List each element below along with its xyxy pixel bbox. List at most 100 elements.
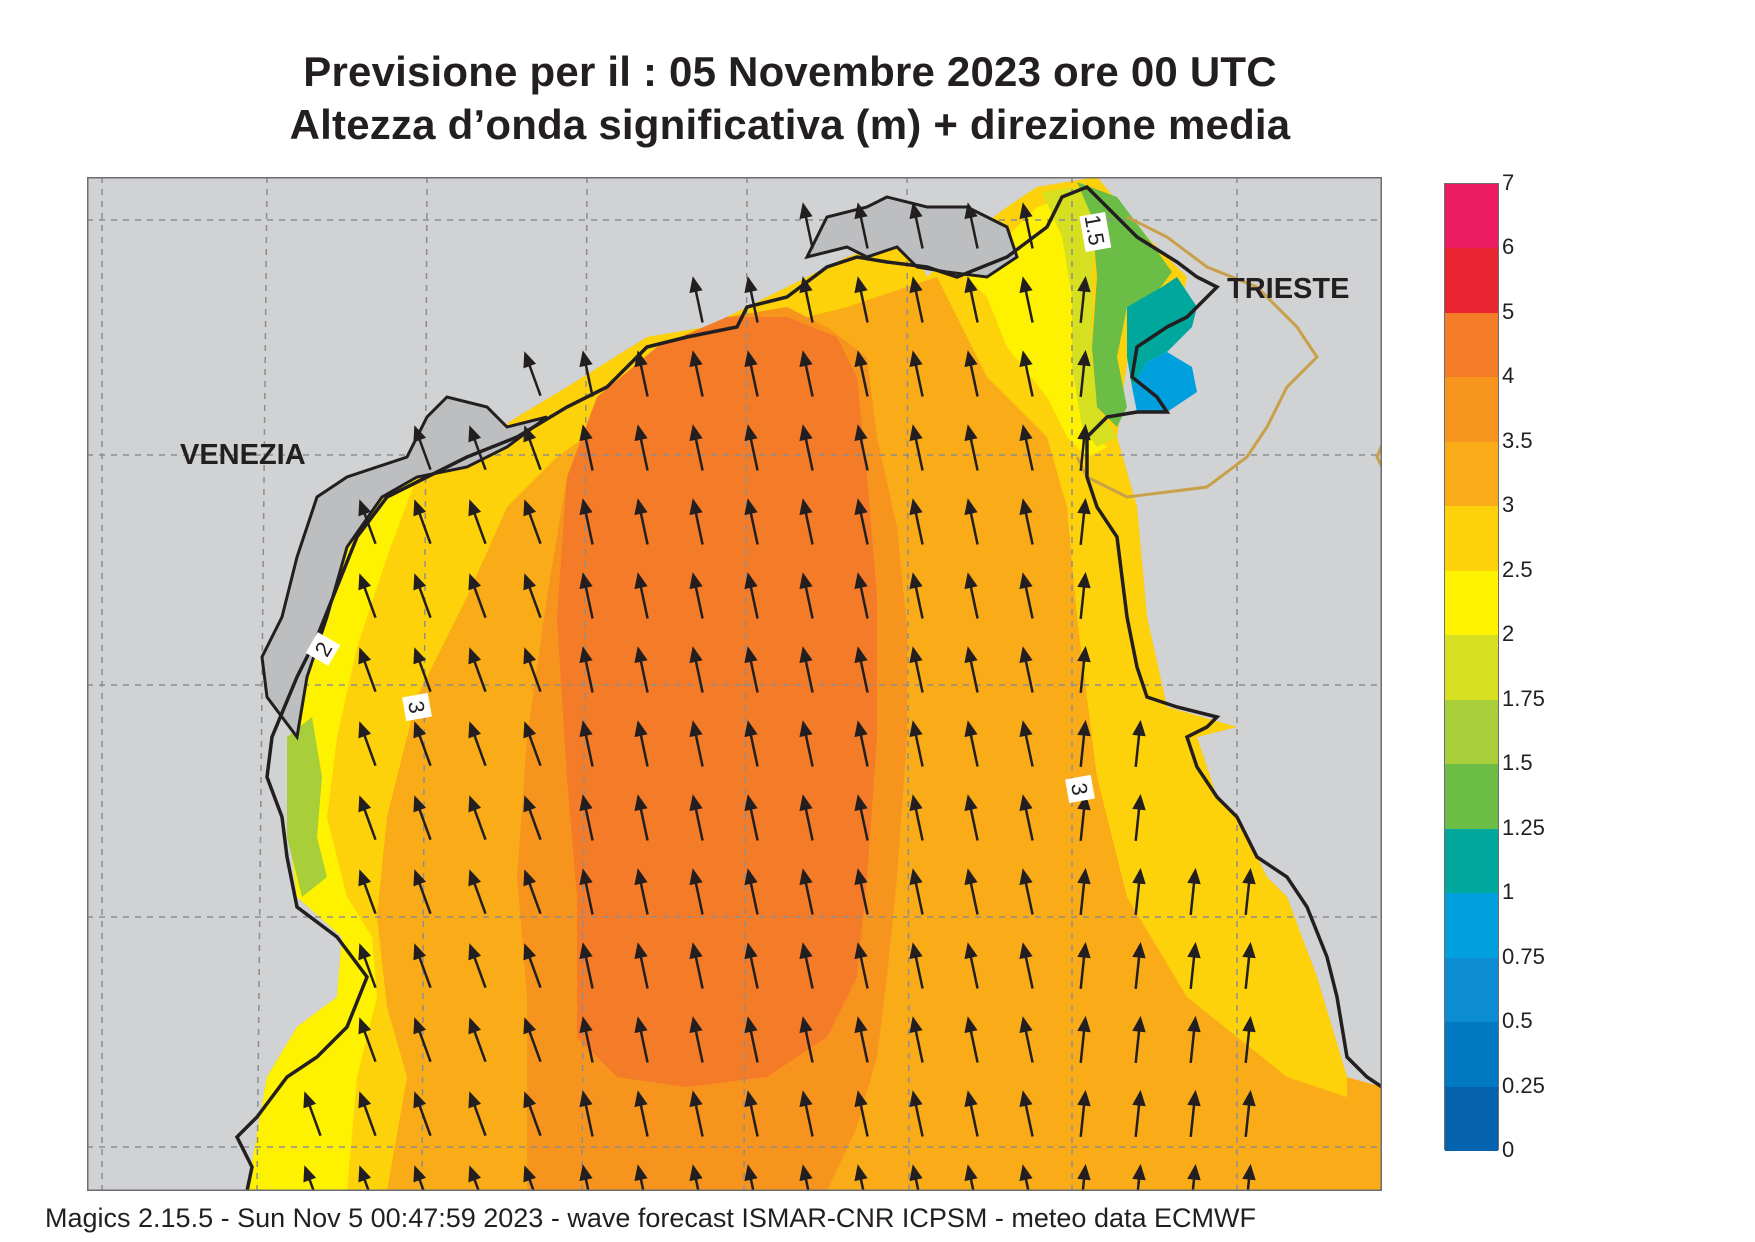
wave-arrow-head bbox=[523, 1017, 537, 1035]
wave-arrow bbox=[358, 573, 377, 619]
wave-arrow bbox=[799, 794, 814, 841]
wave-arrow bbox=[1187, 1089, 1201, 1138]
wave-arrow-shaft bbox=[527, 731, 542, 767]
wave-arrow bbox=[1019, 646, 1034, 693]
wave-arrow-head bbox=[468, 647, 482, 665]
wave-arrow bbox=[468, 425, 487, 471]
wave-arrow-shaft bbox=[1023, 731, 1034, 767]
wave-arrow bbox=[358, 795, 377, 841]
wave-arrow bbox=[744, 720, 759, 767]
wave-arrow-head bbox=[689, 424, 703, 442]
wave-arrow-head bbox=[854, 868, 868, 886]
wave-arrow-shaft bbox=[913, 879, 924, 915]
wave-arrow bbox=[1077, 571, 1091, 620]
wave-arrow-shaft bbox=[803, 213, 814, 249]
wave-arrow bbox=[523, 1091, 542, 1137]
wave-arrow-head bbox=[358, 1017, 372, 1035]
wave-arrow-shaft bbox=[417, 879, 432, 915]
wave-arrow-head bbox=[799, 794, 813, 812]
wave-arrow-head bbox=[964, 868, 978, 886]
wave-arrow bbox=[413, 869, 432, 915]
wave-arrow-shaft bbox=[1079, 360, 1086, 398]
wave-arrow-shaft bbox=[417, 435, 432, 471]
wave-arrow-shaft bbox=[693, 879, 704, 915]
wave-arrow-shaft bbox=[583, 805, 594, 841]
contour-1_5-2-west bbox=[287, 717, 327, 897]
wave-arrow-head bbox=[358, 943, 372, 961]
wave-arrow-shaft bbox=[307, 1101, 322, 1137]
wave-arrow-head bbox=[744, 1164, 758, 1182]
wave-arrow-head bbox=[634, 868, 648, 886]
wave-arrow bbox=[413, 573, 432, 619]
wave-arrow-head bbox=[799, 646, 813, 664]
wave-arrow-head bbox=[413, 721, 427, 739]
wave-arrow bbox=[413, 1017, 432, 1063]
wave-arrow-shaft bbox=[803, 1027, 814, 1063]
wave-arrow-shaft bbox=[1079, 286, 1086, 324]
wave-arrow-head bbox=[689, 868, 703, 886]
wave-arrow bbox=[1077, 275, 1091, 324]
wave-arrow-head bbox=[634, 1090, 648, 1108]
wave-arrow bbox=[579, 868, 594, 915]
wave-arrow bbox=[1187, 941, 1201, 990]
wave-arrow-head bbox=[744, 572, 758, 590]
wave-arrow bbox=[1132, 793, 1146, 842]
wave-arrow-shaft bbox=[472, 435, 487, 471]
wave-arrow-head bbox=[799, 942, 813, 960]
wave-arrow bbox=[799, 868, 814, 915]
wave-arrow bbox=[579, 646, 594, 693]
wave-arrow-shaft bbox=[1244, 1100, 1251, 1138]
wave-arrow bbox=[909, 424, 924, 471]
wave-arrow-shaft bbox=[968, 1175, 979, 1191]
wave-arrow bbox=[523, 721, 542, 767]
wave-arrow bbox=[634, 942, 649, 989]
legend-label: 1.25 bbox=[1502, 814, 1545, 840]
wave-arrow bbox=[634, 498, 649, 545]
wave-arrow-head bbox=[1187, 1089, 1201, 1107]
contour-label-1_5: 1.5 bbox=[1080, 213, 1110, 247]
wave-arrow bbox=[358, 943, 377, 989]
wave-arrow-head bbox=[1077, 1089, 1091, 1107]
wave-arrow bbox=[854, 794, 869, 841]
wave-arrow bbox=[744, 794, 759, 841]
wave-arrow-shaft bbox=[638, 435, 649, 471]
wave-arrow bbox=[1019, 720, 1034, 767]
wave-arrow bbox=[744, 942, 759, 989]
wave-arrow-shaft bbox=[858, 509, 869, 545]
wave-arrow bbox=[964, 942, 979, 989]
wave-arrow-shaft bbox=[527, 1175, 542, 1191]
wave-arrow bbox=[689, 942, 704, 989]
wave-arrow bbox=[1077, 793, 1091, 842]
wave-arrow bbox=[1077, 941, 1091, 990]
wave-arrow-head bbox=[1019, 1016, 1033, 1034]
legend-label: 6 bbox=[1502, 234, 1515, 260]
wave-arrow-head bbox=[1077, 719, 1091, 737]
wave-arrow-head bbox=[909, 202, 923, 220]
wave-arrow bbox=[854, 350, 869, 397]
wave-arrow-head bbox=[744, 646, 758, 664]
wave-arrow-head bbox=[358, 1091, 372, 1109]
wave-arrow-shaft bbox=[913, 583, 924, 619]
wave-arrow-head bbox=[799, 1090, 813, 1108]
wave-arrow-head bbox=[634, 646, 648, 664]
wave-arrow bbox=[634, 572, 649, 619]
wave-arrow bbox=[909, 276, 924, 323]
wave-arrow-head bbox=[854, 942, 868, 960]
map-svg: 1.5 2 3 3 bbox=[87, 177, 1382, 1191]
wave-arrow bbox=[634, 1090, 649, 1137]
wave-arrow bbox=[799, 350, 814, 397]
wave-arrow-head bbox=[1132, 1163, 1146, 1181]
wave-arrow-head bbox=[854, 1016, 868, 1034]
wave-arrow bbox=[523, 573, 542, 619]
wave-arrow-head bbox=[1077, 1015, 1091, 1033]
wave-arrow bbox=[689, 350, 704, 397]
wave-arrow-shaft bbox=[858, 953, 869, 989]
wave-arrow bbox=[1019, 1016, 1034, 1063]
wave-arrow-shaft bbox=[362, 657, 377, 693]
wave-arrow-shaft bbox=[803, 509, 814, 545]
wave-arrow-head bbox=[1242, 1089, 1256, 1107]
wave-arrow-shaft bbox=[968, 509, 979, 545]
wave-arrow-head bbox=[358, 721, 372, 739]
wave-arrow-head bbox=[964, 1164, 978, 1182]
wave-arrow bbox=[1187, 1015, 1201, 1064]
